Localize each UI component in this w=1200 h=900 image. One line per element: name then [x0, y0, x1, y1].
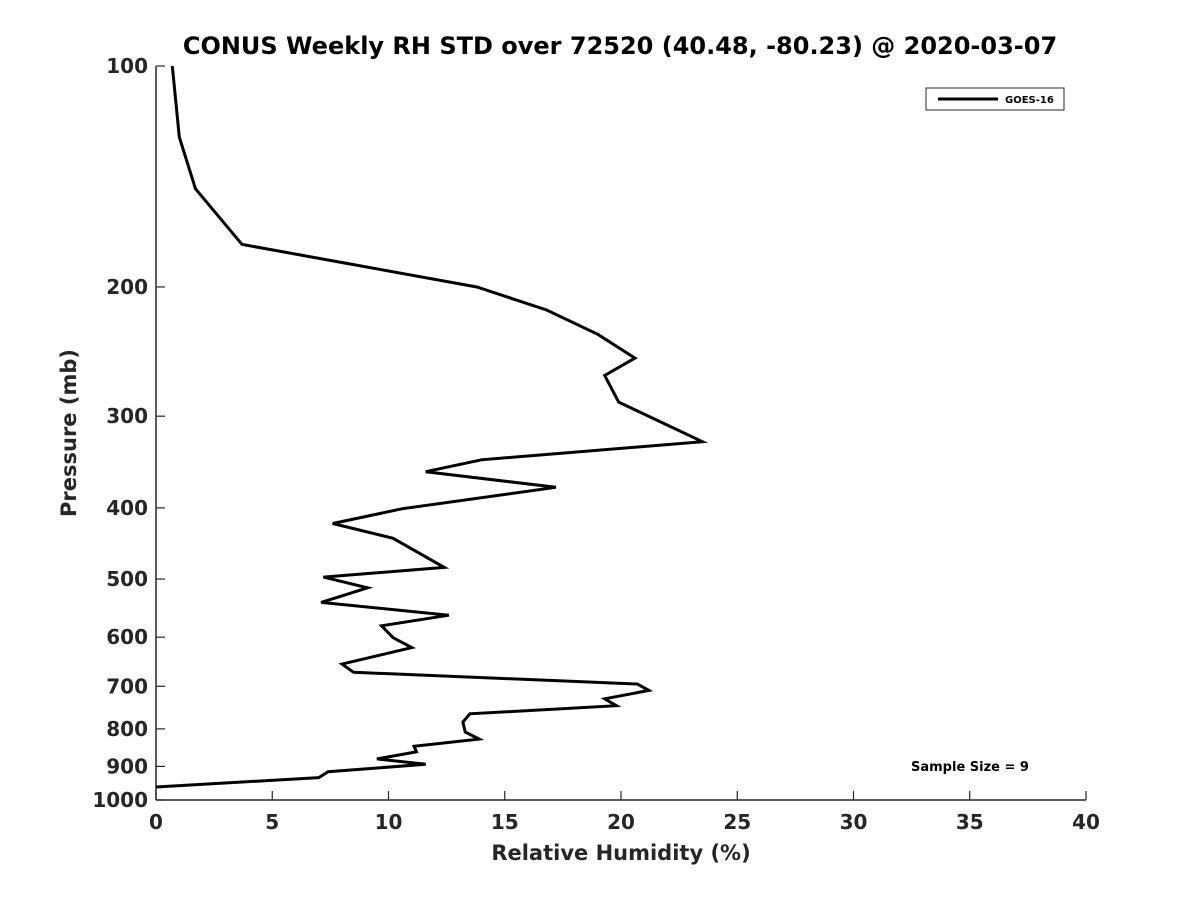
x-tick-label: 15 [491, 810, 519, 834]
x-axis-label: Relative Humidity (%) [491, 841, 750, 865]
x-tick-label: 25 [723, 810, 751, 834]
y-tick-label: 300 [106, 404, 148, 428]
y-axis-label: Pressure (mb) [57, 349, 81, 517]
y-axis-ticks: 100 200 300 400 500 600 700 800 900 1000 [92, 54, 165, 812]
x-tick-label: 5 [265, 810, 279, 834]
x-tick-label: 35 [956, 810, 984, 834]
y-tick-label: 500 [106, 567, 148, 591]
legend: GOES-16 [925, 87, 1065, 111]
x-tick-label: 0 [149, 810, 163, 834]
x-tick-label: 40 [1072, 810, 1100, 834]
y-tick-label: 700 [106, 674, 148, 698]
series-group [155, 65, 709, 789]
y-tick-label: 600 [106, 625, 148, 649]
y-tick-label: 1000 [92, 788, 148, 812]
sample-size-annotation: Sample Size = 9 [911, 760, 1029, 775]
legend-label: GOES-16 [1005, 95, 1054, 106]
y-tick-label: 900 [106, 754, 148, 778]
y-tick-label: 100 [106, 54, 148, 78]
chart-title: CONUS Weekly RH STD over 72520 (40.48, -… [183, 32, 1057, 60]
x-tick-label: 20 [607, 810, 635, 834]
x-axis-ticks: 0 5 10 15 20 25 30 35 40 [149, 791, 1100, 834]
x-tick-label: 10 [375, 810, 403, 834]
y-tick-label: 800 [106, 717, 148, 741]
series-line-goes-16 [155, 65, 709, 789]
x-tick-label: 30 [840, 810, 868, 834]
y-tick-label: 400 [106, 496, 148, 520]
y-tick-label: 200 [106, 275, 148, 299]
